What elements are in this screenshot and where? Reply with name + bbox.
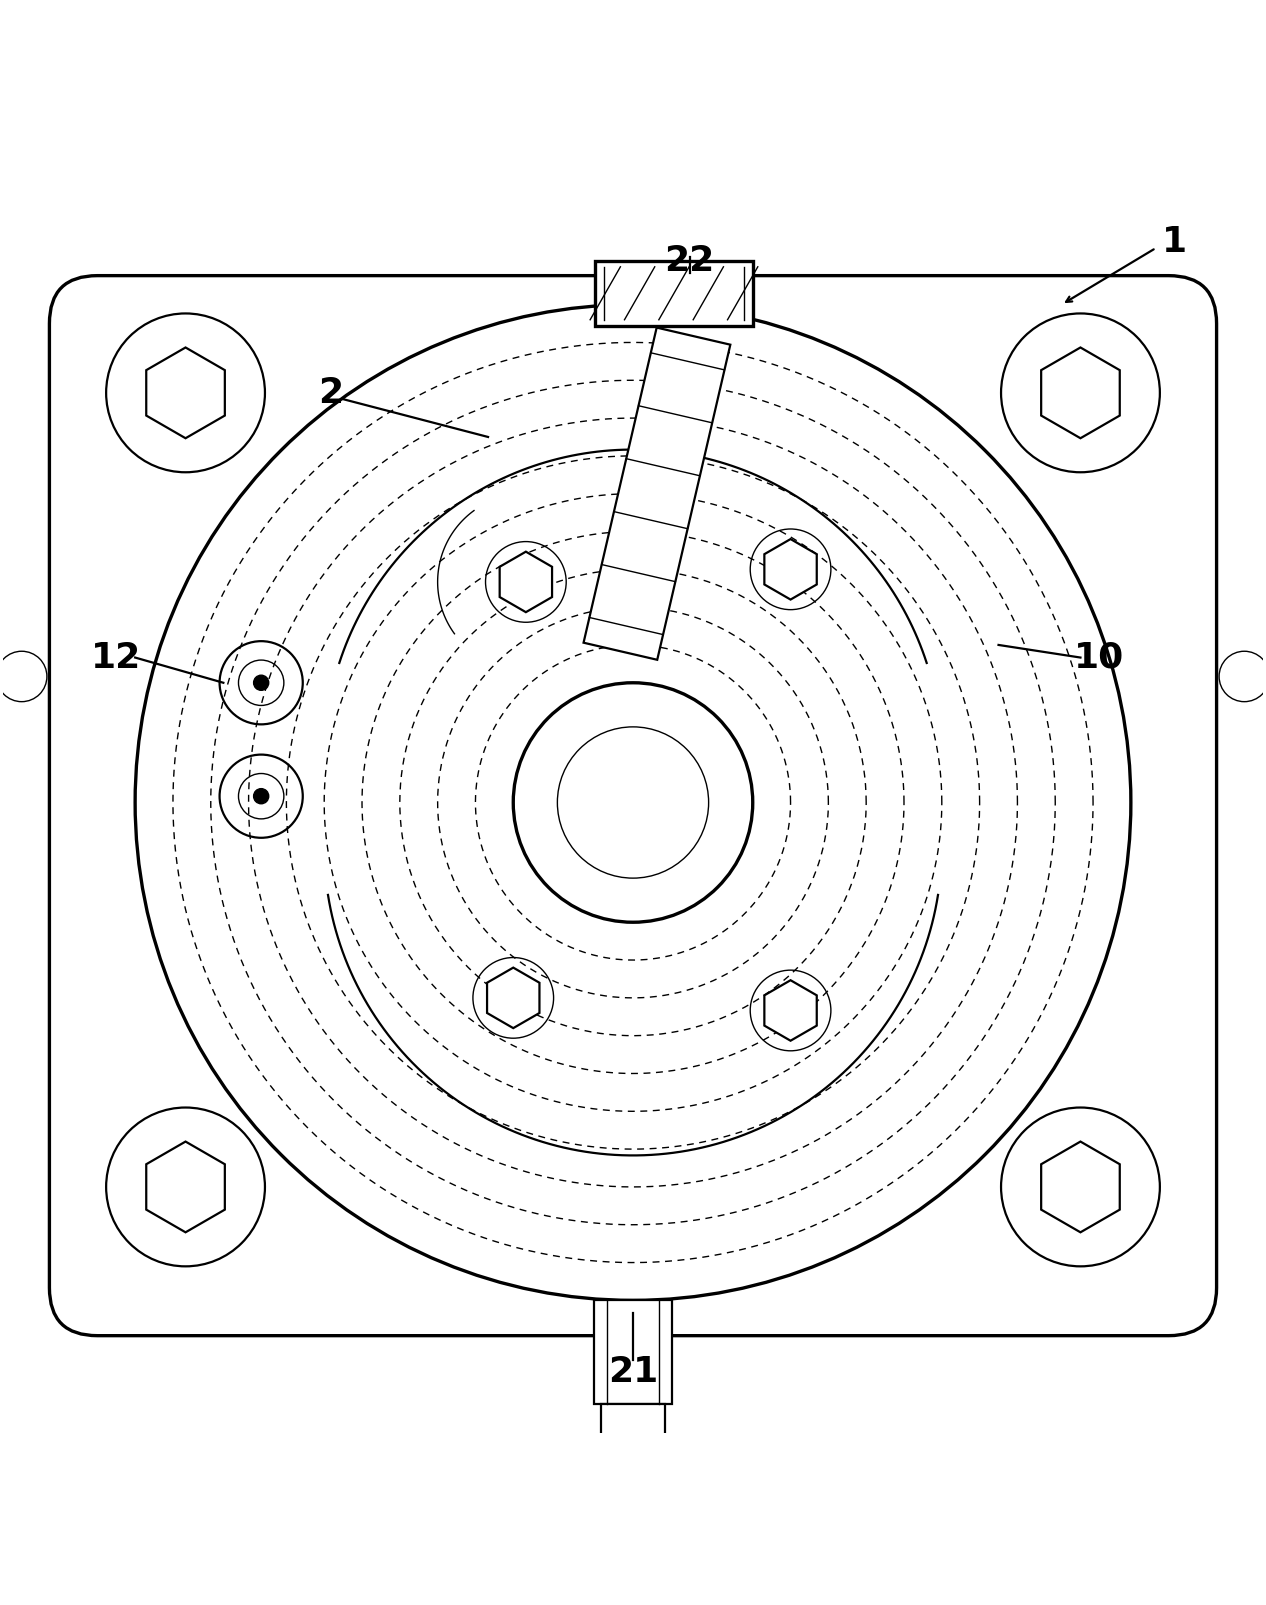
Polygon shape: [765, 539, 817, 600]
Polygon shape: [584, 327, 730, 660]
Bar: [601, 1404, 665, 1441]
Text: 12: 12: [91, 640, 142, 674]
Polygon shape: [147, 347, 225, 438]
Polygon shape: [1041, 1141, 1119, 1233]
Text: 1: 1: [1162, 225, 1188, 258]
Polygon shape: [500, 552, 552, 612]
Bar: [595, 260, 753, 326]
Circle shape: [253, 788, 268, 804]
Polygon shape: [1041, 347, 1119, 438]
Polygon shape: [765, 981, 817, 1040]
Bar: [606, 1441, 660, 1473]
Polygon shape: [147, 1141, 225, 1233]
Circle shape: [253, 676, 268, 690]
Text: 2: 2: [318, 376, 343, 409]
Bar: [594, 1300, 672, 1404]
Text: 10: 10: [1075, 640, 1124, 674]
Text: 22: 22: [665, 244, 715, 278]
Polygon shape: [487, 968, 539, 1029]
Text: 21: 21: [608, 1355, 658, 1390]
FancyBboxPatch shape: [49, 276, 1217, 1335]
